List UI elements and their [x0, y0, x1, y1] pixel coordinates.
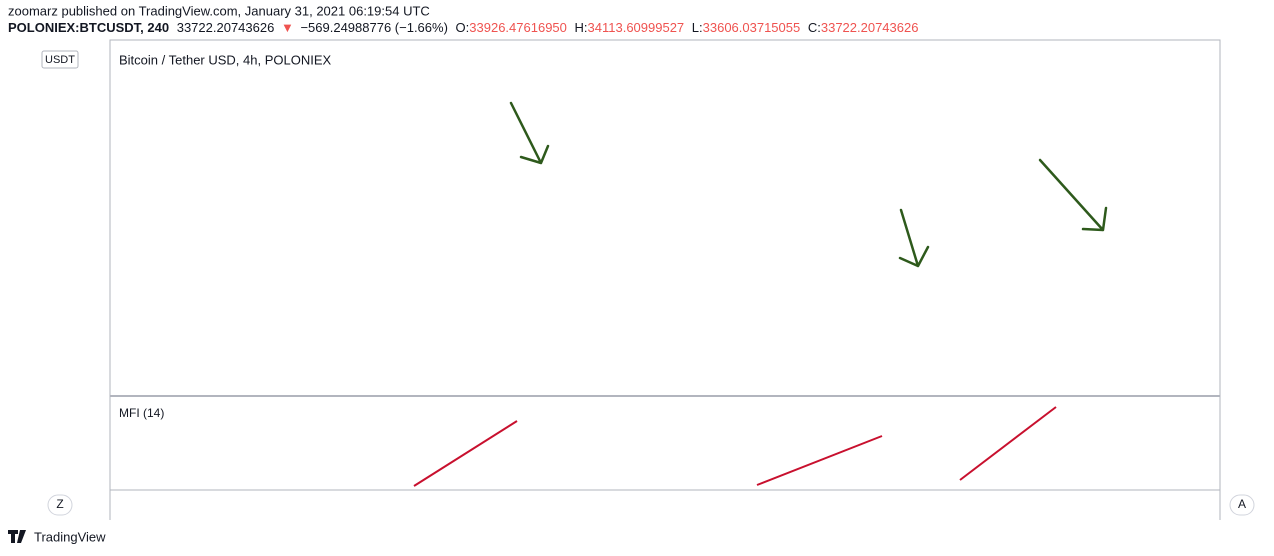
- brand-logo: [8, 530, 26, 543]
- change: −569.24988776 (−1.66%): [300, 20, 447, 35]
- trendline: [413, 420, 518, 487]
- ohlc-value: 34113.60999527: [588, 20, 685, 35]
- mfi-legend: MFI (14): [119, 406, 164, 420]
- trendline: [959, 406, 1057, 481]
- brand: TradingView: [34, 529, 106, 544]
- z-button[interactable]: [47, 494, 73, 516]
- ohlc-value: 33722.20743626: [821, 20, 919, 35]
- ohlc-key: O:: [456, 20, 470, 35]
- red-trendlines: [413, 406, 1057, 487]
- chart-legend: Bitcoin / Tether USD, 4h, POLONIEX: [119, 52, 332, 67]
- ohlc-value: 33606.03715055: [703, 20, 801, 35]
- a-button[interactable]: [1229, 494, 1255, 516]
- ohlc-key: H:: [575, 20, 588, 35]
- arrow: [509, 101, 550, 165]
- ohlc-key: C:: [808, 20, 821, 35]
- z-button-label[interactable]: Z: [56, 497, 63, 511]
- currency: USDT: [45, 54, 75, 66]
- symbol-line: POLONIEX:BTCUSDT, 240 33722.20743626 ▼ −…: [8, 20, 918, 35]
- currency-box: [41, 50, 79, 69]
- publisher-line: zoomarz published on TradingView.com, Ja…: [8, 3, 430, 18]
- ohlc-key: L:: [692, 20, 703, 35]
- symbol: POLONIEX:BTCUSDT, 240: [8, 20, 169, 35]
- change-arrow: ▼: [281, 20, 294, 35]
- last-price: 33722.20743626: [177, 20, 275, 35]
- ohlc-value: 33926.47616950: [469, 20, 567, 35]
- arrow: [898, 208, 930, 268]
- green-arrows: [509, 101, 1108, 268]
- arrow: [1038, 158, 1108, 232]
- trendline: [756, 435, 883, 486]
- a-button-label[interactable]: A: [1238, 497, 1246, 511]
